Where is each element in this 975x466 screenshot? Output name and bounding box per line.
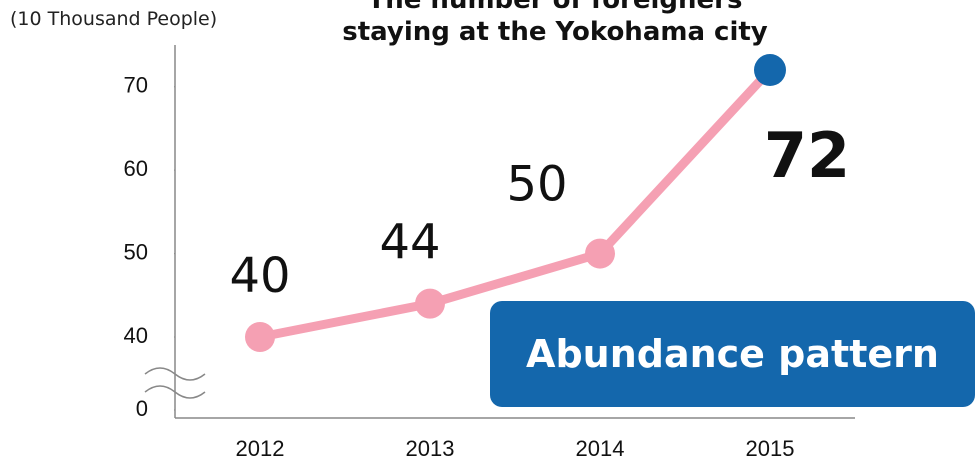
x-tick-label: 2012 — [236, 436, 285, 461]
chart-title: The number of foreigners staying at the … — [342, 0, 768, 47]
x-tick-label: 2015 — [746, 436, 795, 461]
point — [245, 322, 275, 352]
data-label: 40 — [229, 248, 290, 304]
y-tick-label: 60 — [124, 156, 148, 181]
axis-break — [144, 367, 206, 399]
point — [754, 54, 786, 87]
x-tick-label: 2013 — [406, 436, 455, 461]
y-tick-label: 50 — [124, 239, 148, 264]
data-label: 50 — [506, 157, 567, 213]
annotation: Abundance pattern — [490, 301, 975, 407]
data-label: 44 — [379, 215, 440, 271]
point — [585, 238, 615, 269]
x-tick-label: 2014 — [576, 436, 625, 461]
point — [415, 288, 445, 319]
y-axis-label: (10 Thousand People) — [10, 8, 218, 30]
line — [259, 66, 774, 342]
data-label: 72 — [764, 119, 850, 192]
y-tick-label: 0 — [136, 396, 148, 421]
y-tick-label: 70 — [124, 73, 148, 98]
y-tick-label: 40 — [124, 323, 148, 348]
